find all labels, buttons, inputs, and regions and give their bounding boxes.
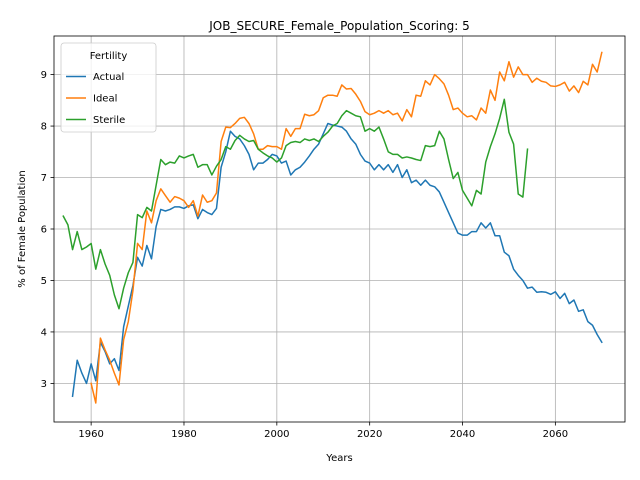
x-tick-label: 2020 xyxy=(357,429,382,440)
legend-title: Fertility xyxy=(90,51,128,62)
y-tick-label: 6 xyxy=(41,225,47,236)
y-tick-label: 7 xyxy=(41,173,47,184)
x-tick-label: 2000 xyxy=(264,429,289,440)
x-axis-title: Years xyxy=(325,453,352,464)
y-axis-title: % of Female Population xyxy=(17,170,28,287)
x-tick-label: 1980 xyxy=(171,429,196,440)
series-line-ideal xyxy=(90,51,603,404)
series-line-sterile xyxy=(62,98,529,310)
legend: Fertility Actual Ideal Sterile xyxy=(60,42,157,133)
series-line-actual xyxy=(71,122,603,398)
axis-ticks: 1960 1980 2000 2020 2040 2060 3 4 5 6 7 8 9 xyxy=(41,70,568,440)
series-lines xyxy=(62,51,603,404)
y-tick-label: 4 xyxy=(41,327,47,338)
x-tick-label: 1960 xyxy=(78,429,103,440)
y-tick-label: 8 xyxy=(41,122,47,133)
x-tick-label: 2060 xyxy=(543,429,568,440)
legend-label-ideal: Ideal xyxy=(93,94,117,105)
grid-lines xyxy=(54,36,625,422)
legend-box xyxy=(60,42,157,133)
y-tick-label: 5 xyxy=(41,276,47,287)
legend-label-sterile: Sterile xyxy=(93,115,125,126)
y-tick-label: 3 xyxy=(41,379,47,390)
legend-entries: Actual Ideal Sterile xyxy=(66,72,125,126)
legend-label-actual: Actual xyxy=(93,72,124,83)
chart-title: JOB_SECURE_Female_Population_Scoring: 5 xyxy=(208,19,469,33)
x-tick-label: 2040 xyxy=(450,429,475,440)
y-tick-label: 9 xyxy=(41,70,47,81)
